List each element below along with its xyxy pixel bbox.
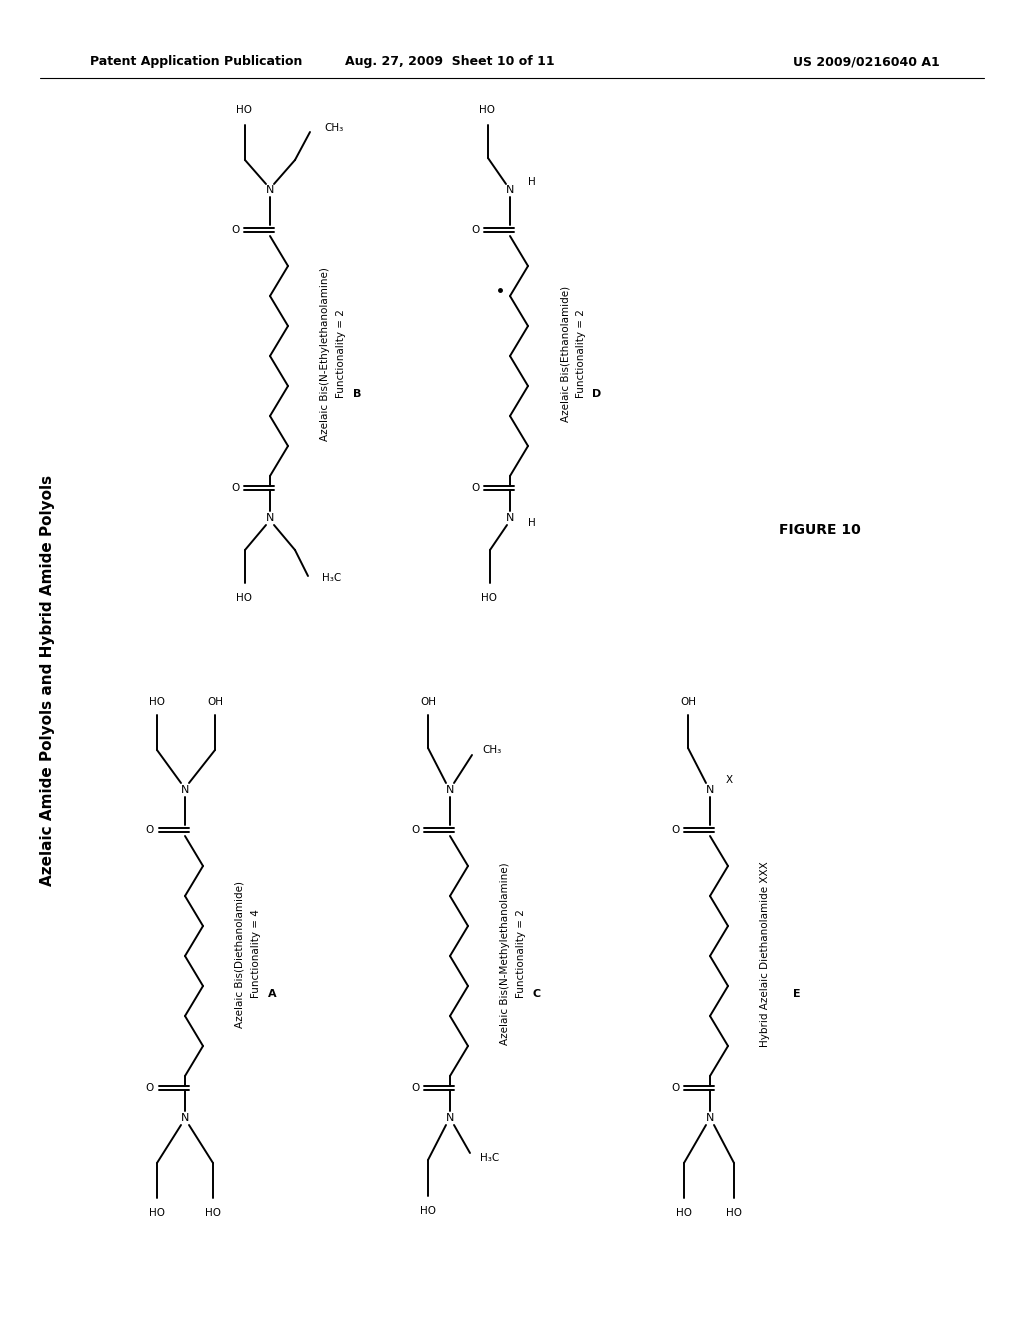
Text: H: H xyxy=(528,517,536,528)
Text: N: N xyxy=(266,513,274,523)
Text: N: N xyxy=(445,785,455,795)
Text: N: N xyxy=(706,785,714,795)
Text: Functionality = 4: Functionality = 4 xyxy=(251,909,261,998)
Text: CH₃: CH₃ xyxy=(324,123,343,133)
Text: HO: HO xyxy=(150,697,165,708)
Text: N: N xyxy=(181,1113,189,1123)
Text: OH: OH xyxy=(680,697,696,708)
Text: O: O xyxy=(411,1082,419,1093)
Text: HO: HO xyxy=(205,1208,221,1218)
Text: H₃C: H₃C xyxy=(480,1152,500,1163)
Text: O: O xyxy=(230,483,240,492)
Text: HO: HO xyxy=(479,106,495,115)
Text: H₃C: H₃C xyxy=(322,573,341,583)
Text: FIGURE 10: FIGURE 10 xyxy=(779,523,861,537)
Text: O: O xyxy=(411,825,419,836)
Text: US 2009/0216040 A1: US 2009/0216040 A1 xyxy=(794,55,940,69)
Text: O: O xyxy=(230,224,240,235)
Text: H: H xyxy=(528,177,536,187)
Text: HO: HO xyxy=(420,1206,436,1216)
Text: Patent Application Publication: Patent Application Publication xyxy=(90,55,302,69)
Text: Azelaic Bis(N-Ethylethanolamine): Azelaic Bis(N-Ethylethanolamine) xyxy=(319,267,330,441)
Text: Functionality = 2: Functionality = 2 xyxy=(336,310,346,399)
Text: O: O xyxy=(671,825,679,836)
Text: Functionality = 2: Functionality = 2 xyxy=(516,909,526,998)
Text: E: E xyxy=(794,989,801,999)
Text: X: X xyxy=(726,775,733,785)
Text: O: O xyxy=(671,1082,679,1093)
Text: O: O xyxy=(471,224,479,235)
Text: A: A xyxy=(267,989,276,999)
Text: C: C xyxy=(532,989,541,999)
Text: N: N xyxy=(445,1113,455,1123)
Text: O: O xyxy=(145,825,155,836)
Text: Azelaic Amide Polyols and Hybrid Amide Polyols: Azelaic Amide Polyols and Hybrid Amide P… xyxy=(41,474,55,886)
Text: Azelaic Bis(Diethanolamide): Azelaic Bis(Diethanolamide) xyxy=(234,880,245,1027)
Text: HO: HO xyxy=(726,1208,742,1218)
Text: HO: HO xyxy=(676,1208,692,1218)
Text: Azelaic Bis(N-Methylethanolamine): Azelaic Bis(N-Methylethanolamine) xyxy=(500,863,510,1045)
Text: B: B xyxy=(353,389,361,399)
Text: N: N xyxy=(506,513,514,523)
Text: Aug. 27, 2009  Sheet 10 of 11: Aug. 27, 2009 Sheet 10 of 11 xyxy=(345,55,555,69)
Text: N: N xyxy=(706,1113,714,1123)
Text: D: D xyxy=(592,389,602,399)
Text: O: O xyxy=(145,1082,155,1093)
Text: HO: HO xyxy=(150,1208,165,1218)
Text: N: N xyxy=(506,185,514,195)
Text: N: N xyxy=(181,785,189,795)
Text: HO: HO xyxy=(236,593,252,603)
Text: HO: HO xyxy=(481,593,497,603)
Text: Functionality = 2: Functionality = 2 xyxy=(575,310,586,399)
Text: N: N xyxy=(266,185,274,195)
Text: Hybrid Azelaic Diethanolamide XXX: Hybrid Azelaic Diethanolamide XXX xyxy=(760,861,770,1047)
Text: Azelaic Bis(Ethanolamide): Azelaic Bis(Ethanolamide) xyxy=(560,286,570,422)
Text: O: O xyxy=(471,483,479,492)
Text: HO: HO xyxy=(236,106,252,115)
Text: OH: OH xyxy=(207,697,223,708)
Text: OH: OH xyxy=(420,697,436,708)
Text: CH₃: CH₃ xyxy=(482,744,502,755)
